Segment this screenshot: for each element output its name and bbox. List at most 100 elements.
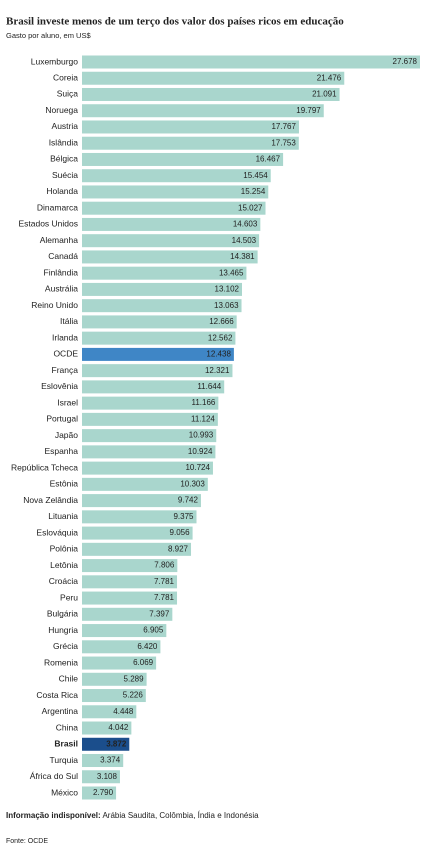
bar [82, 445, 216, 459]
value-label: 11.644 [197, 382, 221, 391]
bar [82, 347, 234, 361]
category-label: Suiça [57, 89, 79, 99]
value-label: 10.303 [180, 479, 205, 488]
category-label: Espanha [44, 446, 78, 456]
bar [82, 477, 208, 491]
bar [82, 656, 157, 670]
category-label: Lituania [48, 511, 78, 521]
category-label: Japão [55, 430, 78, 440]
bar [82, 672, 147, 686]
category-label: República Tcheca [11, 462, 78, 472]
bar [82, 575, 178, 589]
value-label: 14.503 [232, 236, 257, 245]
bar [82, 786, 117, 800]
category-label: China [56, 722, 78, 732]
value-label: 5.226 [123, 691, 144, 700]
value-label: 15.254 [241, 187, 266, 196]
category-label: Eslovênia [41, 381, 78, 391]
value-label: 21.476 [317, 73, 342, 82]
value-label: 9.375 [173, 512, 194, 521]
chart-title: Brasil investe menos de um terço dos val… [6, 16, 344, 28]
bar [82, 494, 201, 508]
category-label: Turquia [49, 755, 78, 765]
category-label: Chile [59, 674, 79, 684]
category-label: Letônia [50, 560, 78, 570]
category-label: Bulgária [47, 609, 78, 619]
value-label: 13.063 [214, 301, 239, 310]
value-label: 2.790 [93, 788, 114, 797]
bar [82, 217, 261, 231]
bar [82, 737, 130, 751]
bar [82, 559, 178, 573]
bar [82, 510, 197, 524]
bar [82, 120, 299, 134]
value-label: 7.397 [149, 609, 170, 618]
bar [82, 315, 237, 329]
bar [82, 526, 193, 540]
bar [82, 104, 324, 118]
value-label: 6.069 [133, 658, 154, 667]
value-label: 7.781 [154, 593, 175, 602]
value-label: 9.742 [178, 496, 199, 505]
value-label: 3.872 [106, 739, 127, 748]
value-label: 10.993 [189, 431, 214, 440]
category-label: Estados Unidos [18, 219, 78, 229]
value-label: 17.753 [271, 138, 296, 147]
value-label: 8.927 [168, 544, 189, 553]
bar [82, 55, 420, 69]
value-label: 5.289 [124, 674, 145, 683]
bar [82, 461, 213, 475]
value-label: 9.056 [170, 528, 191, 537]
value-label: 17.767 [271, 122, 296, 131]
category-label: França [52, 365, 79, 375]
note-label: Informação indisponível: [6, 811, 101, 820]
value-label: 10.724 [185, 463, 210, 472]
bar [82, 754, 124, 768]
category-label: Argentina [42, 706, 79, 716]
source: Fonte: OCDE [6, 838, 48, 845]
value-label: 14.381 [230, 252, 255, 261]
bar [82, 266, 247, 280]
category-label: Noruega [45, 105, 78, 115]
category-label: África do Sul [30, 771, 78, 781]
category-label: Grécia [53, 641, 78, 651]
bar [82, 396, 219, 410]
category-label: Brasil [54, 739, 78, 749]
bar [82, 71, 345, 85]
value-label: 7.806 [154, 561, 175, 570]
bar [82, 234, 260, 248]
bar [82, 412, 218, 426]
value-label: 10.924 [188, 447, 213, 456]
category-label: México [51, 787, 78, 797]
bar [82, 624, 167, 638]
category-label: Austria [52, 121, 79, 131]
bar [82, 299, 242, 313]
value-label: 13.465 [219, 268, 244, 277]
category-label: Canadá [48, 251, 78, 261]
bar [82, 607, 173, 621]
note-text: Arábia Saudita, Colômbia, Índia e Indoné… [102, 811, 259, 820]
category-label: Irlanda [52, 332, 78, 342]
value-label: 6.905 [143, 626, 164, 635]
category-label: Hungria [48, 625, 78, 635]
chart-subtitle: Gasto por aluno, em US$ [6, 31, 91, 40]
bar [82, 591, 178, 605]
bar [82, 689, 146, 703]
category-label: Coreia [53, 72, 78, 82]
value-label: 13.102 [215, 285, 240, 294]
bar [82, 282, 242, 296]
value-label: 4.042 [108, 723, 129, 732]
category-label: Polônia [50, 544, 79, 554]
bar [82, 364, 233, 378]
category-label: Finlândia [44, 267, 79, 277]
bar [82, 542, 192, 556]
value-label: 15.027 [238, 203, 263, 212]
category-label: Holanda [46, 186, 78, 196]
value-label: 6.420 [137, 642, 158, 651]
value-label: 3.374 [100, 756, 121, 765]
note: Informação indisponível: Arábia Saudita,… [6, 811, 259, 820]
category-label: OCDE [53, 349, 78, 359]
category-label: Itália [60, 316, 78, 326]
category-label: Austrália [45, 284, 78, 294]
